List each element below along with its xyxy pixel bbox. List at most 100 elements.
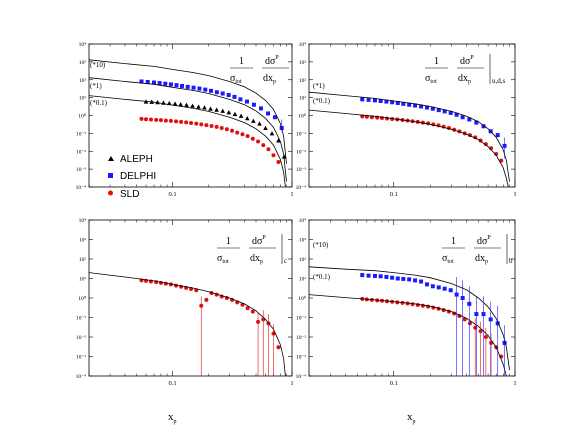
y-tick-label: 10¹ <box>299 96 307 102</box>
delphi-point <box>442 109 447 114</box>
delphi-point <box>232 94 237 99</box>
x-axis-label-right: xp <box>407 411 416 425</box>
scale-label: (*1) <box>90 82 102 90</box>
aleph-point <box>257 121 262 126</box>
y-tick-label: 10² <box>299 257 307 263</box>
sld-point <box>209 123 214 128</box>
y-tick-label: 10⁻³ <box>296 167 306 173</box>
aleph-point <box>202 105 207 110</box>
sld-point <box>245 134 250 139</box>
y-tick-label: 10⁻⁴ <box>76 185 86 191</box>
x-tick-label: 1 <box>290 380 293 387</box>
y-tick-label: 10¹ <box>79 96 87 102</box>
delphi-point <box>467 117 472 122</box>
legend-aleph: ALEPH <box>108 154 153 165</box>
y-tick-label: 10⁻¹ <box>76 131 86 137</box>
aleph-point <box>238 113 244 118</box>
delphi-point <box>481 124 486 129</box>
y-tick-label: 10⁻² <box>76 149 86 155</box>
scale-label: (*1) <box>313 82 325 90</box>
scale-label: (*0.1) <box>90 99 108 107</box>
sld-point <box>219 125 224 130</box>
formula-dx: dxp <box>475 253 488 265</box>
sld-point <box>240 132 245 137</box>
y-tick-label: 10⁻³ <box>296 355 306 361</box>
aleph-point <box>226 110 232 115</box>
aleph-point <box>276 138 281 143</box>
delphi-point <box>430 106 435 111</box>
panel-4: 10⁻⁴ 10⁻³ 10⁻² 10⁻¹ 10⁰ 10¹ 10² 10³ 10⁴ 0.1 1 <box>296 218 517 387</box>
aleph-point <box>172 101 178 106</box>
sld-point <box>405 301 410 306</box>
sld-point <box>144 117 149 122</box>
fit-curve <box>89 77 287 182</box>
formula-dx: dxp <box>250 253 263 265</box>
formula-dsigma: dσP <box>265 55 279 67</box>
sld-point <box>261 143 266 148</box>
y-tick-label: 10² <box>79 257 87 263</box>
sld-point <box>467 321 472 326</box>
sld-point <box>250 136 255 141</box>
delphi-point <box>419 104 424 109</box>
delphi-point <box>395 101 400 106</box>
y-tick-label: 10¹ <box>79 277 87 283</box>
formula-dsigma: dσP <box>252 235 266 247</box>
x-tick-label: 1 <box>513 380 516 387</box>
sld-point <box>154 117 159 122</box>
delphi-point <box>372 98 377 103</box>
y-tick-label: 10⁰ <box>78 295 87 302</box>
delphi-point <box>448 110 453 115</box>
y-tick-label: 10⁻² <box>296 149 306 155</box>
y-tick-label: 10⁻² <box>76 335 86 341</box>
delphi-point <box>251 102 256 107</box>
sld-point <box>163 118 168 123</box>
formula-panel-1: 1 σtot dσP dxp <box>230 55 289 85</box>
delphi-point <box>419 279 424 284</box>
delphi-point <box>436 108 441 113</box>
plot-area <box>89 59 287 187</box>
delphi-point <box>390 275 395 280</box>
aleph-point <box>251 118 256 123</box>
y-tick-label: 10² <box>79 78 87 84</box>
aleph-point <box>220 108 225 113</box>
delphi-point <box>442 286 447 291</box>
delphi-point <box>157 81 162 86</box>
sld-point <box>256 139 261 144</box>
formula-dsigma: dσP <box>477 235 491 247</box>
formula-one: 1 <box>434 56 439 67</box>
panel-2: 10⁻⁴ 10⁻³ 10⁻² 10⁻¹ 10⁰ 10¹ 10² 10³ 10⁴ 0.1 1 <box>296 42 517 198</box>
sld-point <box>230 128 235 133</box>
fit-curve <box>309 294 507 376</box>
aleph-point <box>208 106 213 111</box>
delphi-point <box>401 101 406 106</box>
y-tick-label: 10⁴ <box>299 218 307 224</box>
delphi-point <box>360 273 365 278</box>
sld-point <box>194 121 199 126</box>
legend-delphi-label: DELPHI <box>120 171 156 182</box>
plot-area <box>89 272 286 376</box>
delphi-point <box>360 97 365 102</box>
delphi-point <box>395 276 400 281</box>
delphi-point <box>436 285 441 290</box>
y-tick-label: 10⁻² <box>296 335 306 341</box>
delphi-point <box>152 80 157 85</box>
sld-point <box>214 124 219 129</box>
aleph-point <box>178 102 183 107</box>
formula-panel-2: 1 σtot dσP dxp u,d,s <box>425 54 506 85</box>
sld-point <box>271 153 276 158</box>
aleph-point <box>190 103 195 108</box>
y-tick-label: 10² <box>299 78 307 84</box>
sld-point <box>204 123 209 128</box>
delphi-point <box>384 99 389 104</box>
delphi-point <box>185 84 190 89</box>
panel-1: 10⁻⁴ 10⁻³ 10⁻² 10⁻¹ 10⁰ 10¹ 10² 10³ 10⁴ 0.1 1 <box>76 42 294 198</box>
x-tick-label: 0.1 <box>390 380 398 387</box>
delphi-point <box>413 278 418 283</box>
delphi-point <box>197 86 202 91</box>
y-tick-label: 10⁻⁴ <box>76 374 86 380</box>
delphi-point <box>424 282 429 287</box>
sld-point <box>184 120 189 125</box>
fit-curve <box>89 59 287 164</box>
delphi-point <box>413 103 418 108</box>
